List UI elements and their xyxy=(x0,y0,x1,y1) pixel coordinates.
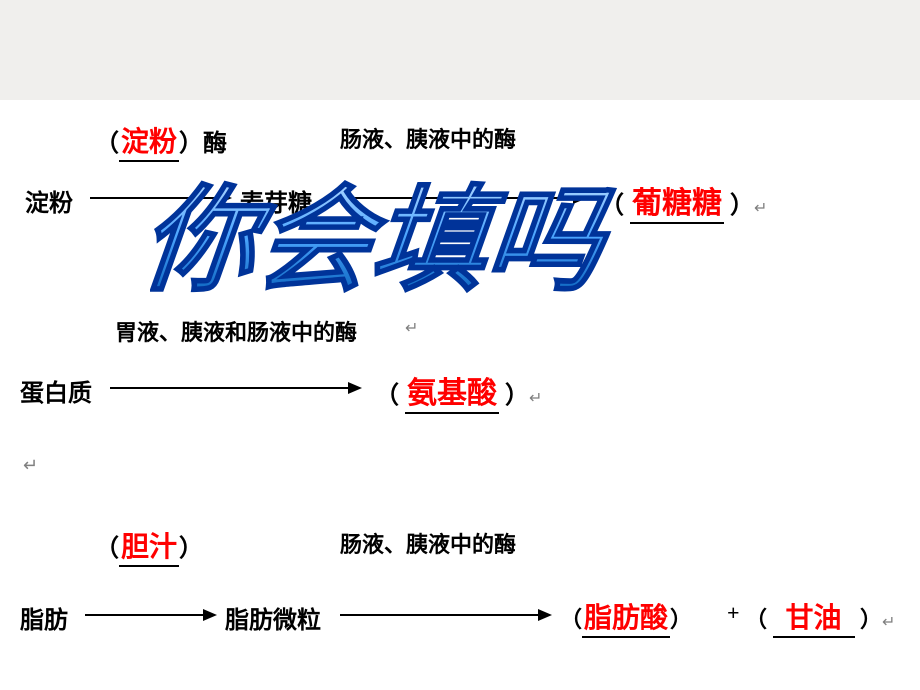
wordart-svg: 你会填吗 xyxy=(150,165,710,335)
r3-enzyme1: （胆汁） xyxy=(95,525,203,567)
paren-close: ） xyxy=(670,607,692,632)
r3-end1: （脂肪酸） xyxy=(560,596,692,638)
r3-arrow2-head xyxy=(538,609,552,621)
r2-arrow-head xyxy=(348,382,362,394)
r3-mid: 脂肪微粒 xyxy=(225,600,321,635)
r3-arrow1-head xyxy=(203,609,217,621)
paren-close: ） xyxy=(860,607,882,632)
header-band xyxy=(0,0,920,100)
r2-end: （ 氨基酸 ）↵ xyxy=(375,368,542,414)
r1-enzyme1: （淀粉）酶 xyxy=(95,120,227,162)
r2-end-fill: 氨基酸 xyxy=(405,368,499,414)
r3-end2: （ 甘油 ）↵ xyxy=(745,596,895,638)
paren-open: （ xyxy=(375,383,399,409)
wordart-text: 你会填吗 xyxy=(150,177,617,305)
r3-arrow2-line xyxy=(340,614,540,616)
r3-plus: + xyxy=(727,600,740,626)
return-mark: ↵ xyxy=(882,614,895,631)
paren-close: ） xyxy=(179,536,203,562)
paren-close-text: ）酶 xyxy=(179,131,227,157)
r3-enzyme1-fill: 胆汁 xyxy=(119,525,179,567)
return-mark: ↵ xyxy=(529,390,542,407)
paren-open: （ xyxy=(95,131,119,157)
r1-enzyme2: 肠液、胰液中的酶 xyxy=(340,122,516,154)
return-mark: ↵ xyxy=(754,200,767,217)
r3-end1-fill: 脂肪酸 xyxy=(582,596,670,638)
r2-arrow-line xyxy=(110,387,350,389)
r1-start: 淀粉 xyxy=(25,183,73,218)
r1-enzyme1-fill: 淀粉 xyxy=(119,120,179,162)
r3-arrow1-line xyxy=(85,614,205,616)
paren-open: （ xyxy=(745,607,767,632)
r3-start: 脂肪 xyxy=(20,600,68,635)
wordart-title: 你会填吗 xyxy=(150,165,710,335)
r3-enzyme2: 肠液、胰液中的酶 xyxy=(340,527,516,559)
paren-open: （ xyxy=(560,607,582,632)
r3-end2-fill: 甘油 xyxy=(773,596,855,638)
paren-close: ） xyxy=(730,193,754,219)
paren-close: ） xyxy=(505,383,529,409)
paren-open: （ xyxy=(95,536,119,562)
lone-return: ↵ xyxy=(23,455,38,476)
r2-start: 蛋白质 xyxy=(20,373,92,408)
